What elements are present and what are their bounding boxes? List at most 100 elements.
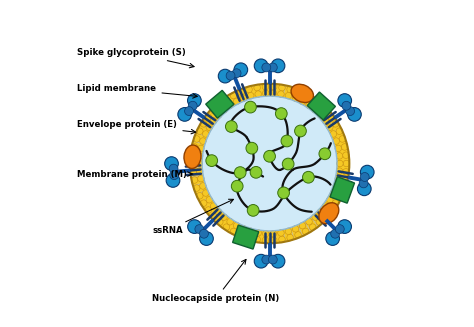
- Circle shape: [217, 102, 223, 108]
- Circle shape: [322, 203, 329, 209]
- Circle shape: [292, 226, 299, 232]
- Circle shape: [206, 197, 212, 203]
- Circle shape: [193, 185, 200, 191]
- Circle shape: [230, 92, 237, 99]
- Circle shape: [279, 84, 285, 91]
- Circle shape: [202, 131, 209, 137]
- Circle shape: [262, 83, 269, 90]
- Circle shape: [310, 224, 316, 230]
- Circle shape: [221, 214, 228, 220]
- Circle shape: [285, 228, 292, 234]
- Circle shape: [201, 121, 207, 127]
- Circle shape: [339, 136, 346, 142]
- Circle shape: [299, 98, 306, 105]
- Circle shape: [193, 136, 200, 142]
- Circle shape: [223, 224, 230, 230]
- Circle shape: [215, 209, 222, 215]
- Circle shape: [316, 102, 323, 108]
- Circle shape: [299, 222, 306, 229]
- Circle shape: [302, 92, 309, 99]
- Circle shape: [322, 213, 328, 220]
- Circle shape: [339, 185, 346, 191]
- Circle shape: [202, 190, 209, 196]
- Circle shape: [287, 234, 293, 241]
- Circle shape: [178, 108, 191, 121]
- Circle shape: [359, 179, 368, 188]
- Circle shape: [250, 166, 262, 178]
- Circle shape: [200, 232, 213, 245]
- Circle shape: [210, 203, 217, 209]
- Circle shape: [262, 63, 271, 72]
- Circle shape: [263, 90, 269, 96]
- Circle shape: [316, 219, 323, 225]
- Circle shape: [281, 135, 293, 147]
- Circle shape: [330, 131, 337, 137]
- Ellipse shape: [190, 84, 349, 243]
- Text: Nucleocapside protein (N): Nucleocapside protein (N): [152, 259, 280, 303]
- Circle shape: [292, 95, 299, 101]
- Circle shape: [328, 114, 334, 120]
- Circle shape: [254, 59, 268, 73]
- Circle shape: [197, 193, 203, 199]
- Circle shape: [205, 207, 212, 213]
- Text: ssRNA: ssRNA: [152, 199, 233, 235]
- Circle shape: [295, 125, 306, 137]
- Polygon shape: [330, 177, 355, 203]
- Circle shape: [200, 183, 206, 189]
- Circle shape: [205, 114, 212, 120]
- Circle shape: [312, 214, 319, 220]
- Circle shape: [327, 197, 333, 203]
- Circle shape: [206, 124, 212, 130]
- Circle shape: [326, 232, 339, 245]
- Circle shape: [336, 168, 343, 174]
- Circle shape: [201, 200, 207, 206]
- Circle shape: [210, 213, 217, 220]
- Circle shape: [333, 138, 339, 144]
- Ellipse shape: [319, 203, 339, 224]
- Circle shape: [221, 107, 228, 113]
- Circle shape: [254, 254, 268, 268]
- Text: Membrane protein (M): Membrane protein (M): [77, 170, 193, 180]
- Circle shape: [336, 193, 343, 199]
- Circle shape: [278, 230, 284, 236]
- Text: Lipid membrane: Lipid membrane: [77, 84, 197, 98]
- Circle shape: [219, 69, 232, 83]
- Circle shape: [196, 168, 203, 174]
- Circle shape: [227, 218, 233, 225]
- Ellipse shape: [202, 96, 337, 231]
- Circle shape: [196, 153, 203, 159]
- Circle shape: [234, 167, 246, 179]
- Circle shape: [271, 59, 285, 73]
- Circle shape: [335, 175, 341, 182]
- Circle shape: [190, 160, 196, 167]
- Circle shape: [234, 63, 247, 77]
- Circle shape: [285, 93, 292, 99]
- Circle shape: [169, 164, 178, 173]
- Circle shape: [295, 89, 301, 95]
- Circle shape: [275, 108, 287, 119]
- Circle shape: [164, 157, 178, 170]
- Polygon shape: [233, 225, 259, 249]
- Circle shape: [318, 112, 324, 118]
- Circle shape: [195, 225, 204, 233]
- Circle shape: [337, 160, 343, 167]
- Circle shape: [246, 86, 252, 93]
- Ellipse shape: [291, 84, 313, 102]
- Ellipse shape: [184, 145, 201, 168]
- Circle shape: [327, 124, 333, 130]
- Circle shape: [283, 158, 294, 170]
- Circle shape: [322, 107, 328, 114]
- Text: Spike glycoprotein (S): Spike glycoprotein (S): [77, 48, 194, 68]
- Circle shape: [247, 228, 254, 234]
- Circle shape: [190, 168, 196, 175]
- Circle shape: [197, 128, 203, 134]
- Circle shape: [247, 93, 254, 99]
- Circle shape: [343, 168, 349, 175]
- Circle shape: [343, 160, 350, 167]
- Circle shape: [198, 175, 204, 182]
- Circle shape: [341, 144, 348, 150]
- Circle shape: [330, 190, 337, 196]
- Circle shape: [335, 145, 341, 152]
- Circle shape: [245, 101, 256, 113]
- Circle shape: [226, 71, 235, 80]
